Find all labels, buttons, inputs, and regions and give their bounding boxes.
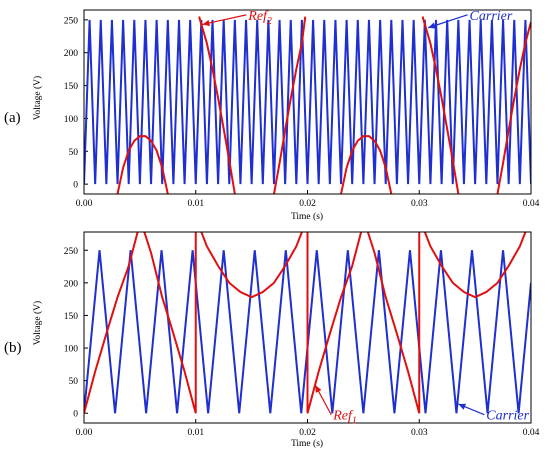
series-reference-segment bbox=[421, 16, 460, 194]
y-tick-label: 50 bbox=[69, 148, 79, 158]
panel-a-frame bbox=[83, 9, 532, 195]
annotation-arrowhead bbox=[428, 22, 436, 29]
panel-b-plot-area bbox=[84, 232, 531, 414]
panel-a: (a) Voltage (V) Time (s) 0 50 100 150 200 250… bbox=[4, 9, 540, 222]
x-tick-label: 0.04 bbox=[523, 199, 540, 209]
panel-a-xlabel: Time (s) bbox=[291, 211, 323, 222]
panel-b-xticks: 0.00 0.01 0.02 0.03 0.04 bbox=[76, 419, 540, 438]
annotation-text: Ref bbox=[332, 409, 354, 424]
annotation-arrowhead bbox=[315, 385, 322, 393]
panel-b-xlabel: Time (s) bbox=[291, 438, 323, 449]
annotation-arrowhead bbox=[202, 19, 210, 27]
x-tick-label: 0.02 bbox=[299, 428, 316, 438]
x-tick-label: 0.00 bbox=[76, 428, 93, 438]
y-tick-label: 100 bbox=[64, 115, 79, 125]
x-tick-label: 0.00 bbox=[76, 199, 93, 209]
series-carrier-line bbox=[84, 19, 531, 185]
annotation-subscript: 2 bbox=[267, 16, 272, 27]
x-tick-label: 0.04 bbox=[523, 428, 540, 438]
series-group bbox=[84, 16, 531, 194]
series-reference-segment bbox=[496, 21, 531, 194]
annotation-text: Carrier bbox=[470, 9, 513, 24]
panel-b-annotations: Ref1 Carrier bbox=[314, 384, 530, 427]
panel-b-ylabel: Voltage (V) bbox=[32, 301, 43, 345]
series-reference-segment bbox=[116, 135, 169, 194]
y-tick-label: 0 bbox=[73, 410, 78, 420]
y-tick-label: 200 bbox=[64, 49, 79, 59]
annotation-subscript: 1 bbox=[352, 416, 357, 427]
series-reference-segment bbox=[200, 232, 303, 299]
y-tick-label: 250 bbox=[64, 247, 79, 257]
panel-a-ylabel: Voltage (V) bbox=[32, 76, 43, 120]
reference-annotation: Ref2 bbox=[247, 9, 272, 27]
y-tick-label: 200 bbox=[64, 279, 79, 289]
carrier-annotation: Carrier bbox=[486, 409, 529, 424]
panel-b-frame bbox=[83, 231, 532, 424]
y-tick-label: 150 bbox=[64, 82, 79, 92]
annotation-arrowhead bbox=[458, 403, 467, 410]
x-tick-label: 0.03 bbox=[411, 199, 428, 209]
x-tick-label: 0.02 bbox=[299, 199, 316, 209]
x-tick-label: 0.01 bbox=[187, 199, 204, 209]
panel-a-xticks: 0.00 0.01 0.02 0.03 0.04 bbox=[76, 190, 540, 209]
y-tick-label: 0 bbox=[73, 181, 78, 191]
series-carrier-line bbox=[84, 250, 531, 414]
panel-a-plot-area bbox=[84, 16, 531, 194]
series-reference-segment bbox=[423, 232, 527, 299]
annotation-text: Carrier bbox=[486, 409, 529, 424]
panel-b-label: (b) bbox=[4, 340, 22, 356]
y-tick-label: 50 bbox=[69, 377, 79, 387]
series-group bbox=[84, 232, 531, 414]
series-reference-segment bbox=[366, 232, 421, 414]
panel-b-yticks: 0 50 100 150 200 250 bbox=[64, 247, 88, 420]
carrier-annotation: Carrier bbox=[470, 9, 513, 24]
y-tick-label: 250 bbox=[64, 16, 79, 26]
series-reference-segment bbox=[340, 135, 393, 194]
y-tick-label: 150 bbox=[64, 312, 79, 322]
annotation-arrow-line bbox=[202, 14, 247, 26]
annotation-text: Ref bbox=[247, 9, 269, 24]
panel-a-annotations: Ref2 Carrier bbox=[202, 9, 513, 29]
series-reference-segment bbox=[198, 16, 236, 194]
x-tick-label: 0.03 bbox=[411, 428, 428, 438]
y-tick-label: 100 bbox=[64, 345, 79, 355]
reference-annotation: Ref1 bbox=[332, 409, 357, 427]
panel-b: (b) Voltage (V) Time (s) 0 50 100 150 200 250… bbox=[4, 231, 540, 449]
series-reference-segment bbox=[84, 232, 139, 414]
x-tick-label: 0.01 bbox=[187, 428, 204, 438]
series-reference-segment bbox=[143, 232, 197, 414]
series-reference-segment bbox=[272, 16, 307, 194]
series-reference-segment bbox=[306, 232, 363, 414]
panel-a-label: (a) bbox=[4, 110, 21, 126]
